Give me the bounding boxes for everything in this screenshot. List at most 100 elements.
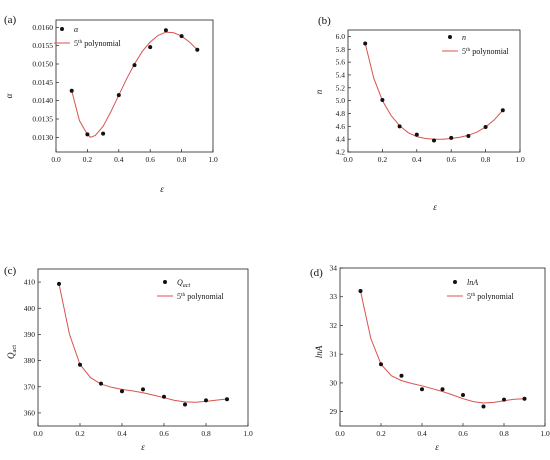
y-tick-label: 360 — [24, 408, 36, 417]
y-tick-label: 0.0140 — [32, 96, 53, 105]
x-tick-label: 0.4 — [412, 155, 422, 164]
legend-label-points: α — [74, 25, 79, 34]
y-tick-label: 34 — [330, 264, 338, 273]
plot-frame — [347, 29, 521, 153]
y-tick-label: 29 — [330, 407, 338, 416]
y-tick-label: 33 — [330, 292, 338, 301]
plot-frame — [37, 268, 249, 427]
data-point — [440, 387, 445, 392]
y-tick-label: 31 — [330, 350, 338, 359]
fit-line — [364, 43, 504, 140]
panel-label: (a) — [4, 14, 17, 26]
data-point — [225, 397, 229, 402]
data-point — [78, 362, 82, 367]
legend-label-fit: 5th polynomial — [462, 47, 510, 56]
x-axis-label: ε — [141, 442, 145, 452]
x-tick-label: 0.0 — [33, 429, 43, 438]
x-axis-label: ε — [160, 184, 164, 194]
x-tick-label: 0.2 — [378, 155, 388, 164]
data-point — [420, 387, 424, 392]
y-tick-label: 4.8 — [336, 109, 346, 118]
data-point — [132, 63, 137, 68]
chart-panel-4: (d) 0.0 0.2 0.4 0.6 0.8 1.0 29 30 31 32 33 34 ε lnA lnA… — [310, 264, 550, 453]
data-point — [141, 387, 145, 392]
x-tick-label: 1.0 — [208, 155, 218, 164]
panel-label: (c) — [4, 265, 17, 277]
y-tick-label: 5.2 — [336, 83, 346, 92]
chart-panel-2: (b) 0.0 0.2 0.4 0.6 0.8 1.0 4.2 4.4 4.6 4.8 5.0 5.2 5… — [314, 15, 525, 212]
legend-label-fit: 5th polynomial — [177, 292, 225, 301]
chart-panel-1: (a) 0.0 0.2 0.4 0.6 0.8 1.0 0.0130 0.0135 0.0140 0… — [4, 14, 218, 194]
y-tick-label: 5.0 — [336, 96, 346, 105]
chart-panel-3: (c) 0.0 0.2 0.4 0.6 0.8 1.0 360 370 380 390 400 410 ε… — [4, 265, 253, 452]
data-point — [500, 108, 505, 113]
legend-label-fit: 5th polynomial — [467, 292, 515, 301]
y-axis-label: n — [314, 89, 324, 94]
data-point — [502, 397, 506, 402]
data-point — [163, 28, 168, 33]
y-tick-label: 4.6 — [336, 122, 346, 131]
data-point — [162, 394, 166, 399]
plot-frame — [339, 267, 546, 427]
x-tick-label: 0.0 — [343, 155, 353, 164]
data-point — [116, 93, 121, 98]
data-point — [481, 404, 486, 409]
x-tick-label: 0.2 — [75, 429, 85, 438]
y-tick-label: 4.4 — [336, 135, 346, 144]
x-tick-label: 0.2 — [83, 155, 93, 164]
panel-label: (b) — [318, 15, 331, 27]
x-axis-label: ε — [435, 442, 439, 452]
legend-label-fit: 5th polynomial — [74, 39, 122, 48]
legend-marker-points — [163, 280, 167, 284]
y-tick-label: 5.8 — [336, 45, 346, 54]
data-point — [380, 97, 385, 102]
x-tick-label: 0.8 — [499, 429, 509, 438]
data-point — [204, 398, 208, 403]
y-tick-label: 0.0155 — [32, 41, 53, 50]
y-tick-label: 0.0130 — [32, 133, 53, 142]
data-point — [461, 392, 465, 397]
x-tick-label: 1.0 — [243, 429, 253, 438]
data-point — [466, 133, 471, 138]
x-tick-label: 0.6 — [458, 429, 468, 438]
x-tick-label: 0.8 — [177, 155, 187, 164]
x-tick-label: 0.8 — [481, 155, 491, 164]
data-point — [195, 47, 200, 52]
y-tick-label: 380 — [24, 356, 36, 365]
legend-label-points: Qact — [177, 278, 190, 289]
y-tick-label: 410 — [24, 278, 36, 287]
x-tick-label: 0.6 — [146, 155, 156, 164]
y-tick-label: 5.4 — [336, 70, 346, 79]
x-axis-label: ε — [433, 202, 437, 212]
legend-label-points: lnA — [467, 278, 478, 287]
x-tick-label: 0.4 — [114, 155, 124, 164]
y-tick-label: 0.0135 — [32, 115, 53, 124]
data-point — [414, 132, 419, 137]
x-tick-label: 0.4 — [417, 429, 427, 438]
data-point — [363, 41, 368, 46]
data-point — [101, 131, 106, 136]
y-tick-label: 5.6 — [336, 58, 346, 67]
data-point — [449, 135, 454, 140]
x-tick-label: 0.6 — [447, 155, 457, 164]
y-tick-label: 4.2 — [336, 148, 346, 157]
y-tick-label: 390 — [24, 330, 36, 339]
y-tick-label: 30 — [330, 378, 338, 387]
fit-line — [71, 31, 198, 138]
y-tick-label: 32 — [330, 321, 338, 330]
x-tick-label: 1.0 — [515, 155, 525, 164]
data-point — [397, 124, 402, 129]
x-tick-label: 1.0 — [540, 429, 550, 438]
plot-frame — [55, 19, 214, 153]
y-tick-label: 6.0 — [336, 32, 346, 41]
panel-label: (d) — [310, 267, 323, 279]
x-tick-label: 0.2 — [376, 429, 386, 438]
x-tick-label: 0.0 — [335, 429, 345, 438]
data-point — [522, 396, 527, 401]
y-tick-label: 370 — [24, 382, 36, 391]
data-point — [85, 132, 90, 137]
y-tick-label: 400 — [24, 304, 36, 313]
data-point — [432, 138, 436, 143]
data-point — [120, 389, 124, 394]
